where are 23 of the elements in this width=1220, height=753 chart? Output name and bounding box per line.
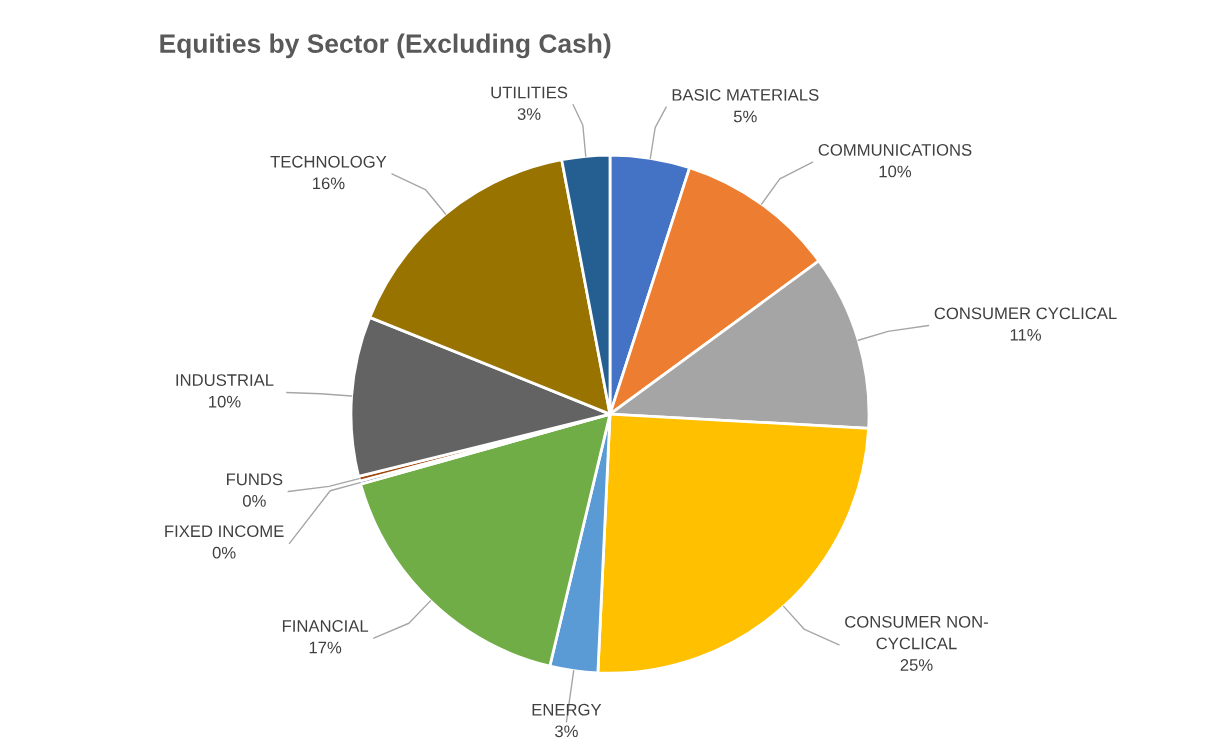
data-label: 16% xyxy=(313,177,345,190)
data-label: 10% xyxy=(209,395,241,408)
slice-label: UTILITIES xyxy=(491,86,568,99)
data-label: 17% xyxy=(309,641,342,654)
slice-label: TECHNOLOGY xyxy=(270,155,387,168)
slice-label: CONSUMER CYCLICAL xyxy=(934,307,1117,320)
slice-label: FIXED INCOME xyxy=(165,525,284,538)
slice-label: COMMUNICATIONS xyxy=(818,143,972,156)
data-label: 25% xyxy=(900,659,933,671)
slice-label: ENERGY xyxy=(532,703,602,716)
data-label: 11% xyxy=(1010,329,1041,341)
slice-label: FINANCIAL xyxy=(282,620,369,632)
data-label: 3% xyxy=(555,725,578,738)
chart-title: Equities by Sector (Excluding Cash) xyxy=(160,33,611,59)
slice-label: INDUSTRIAL xyxy=(176,374,274,386)
slice-label: CONSUMER NON- CYCLICAL xyxy=(845,615,988,650)
data-label: 3% xyxy=(517,108,541,120)
data-label: 10% xyxy=(879,165,912,178)
slice-label: FUNDS xyxy=(227,473,283,486)
data-label: 0% xyxy=(212,546,236,559)
data-label: 5% xyxy=(733,110,757,123)
slice-label: BASIC MATERIALS xyxy=(672,88,819,101)
data-label: 0% xyxy=(242,495,266,507)
